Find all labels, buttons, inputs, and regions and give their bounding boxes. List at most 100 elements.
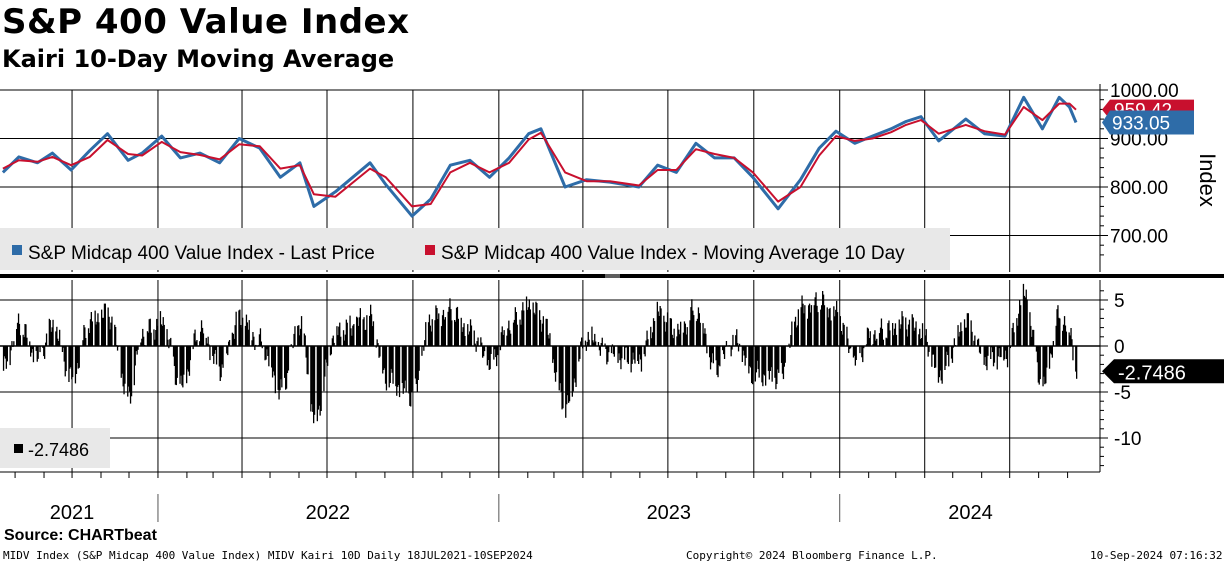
kairi-bar — [441, 315, 444, 346]
kairi-bar — [514, 307, 516, 346]
kairi-bar — [408, 346, 410, 394]
kairi-bar — [842, 322, 844, 346]
kairi-bar — [480, 337, 482, 346]
kairi-bar — [495, 346, 497, 358]
kairi-bar — [900, 324, 902, 346]
legend-swatch — [425, 245, 435, 255]
kairi-bar — [767, 346, 770, 371]
kairi-bar — [539, 319, 542, 346]
kairi-bar — [539, 310, 541, 346]
kairi-bar — [74, 346, 77, 384]
kairi-bar — [212, 346, 214, 356]
kairi-bar — [175, 346, 177, 386]
kairi-bar — [645, 340, 647, 346]
kairi-bar — [200, 320, 203, 346]
kairi-bar — [188, 346, 191, 376]
kairi-bar — [411, 346, 413, 392]
kairi-bar — [634, 346, 636, 364]
kairi-bar — [245, 314, 248, 346]
kairi-bar — [330, 346, 332, 355]
kairi-bar — [673, 328, 675, 346]
kairi-bar — [329, 346, 332, 356]
kairi-bar — [778, 346, 780, 373]
kairi-bar — [774, 346, 776, 378]
kairi-bar — [542, 316, 544, 346]
kairi-bar — [751, 346, 754, 385]
kairi-bar — [405, 346, 407, 393]
kairi-bar — [63, 346, 65, 362]
legend-label: S&P Midcap 400 Value Index - Last Price — [28, 243, 375, 264]
kairi-bar — [1043, 346, 1045, 377]
kairi-bar — [905, 317, 907, 346]
kairi-bar — [834, 316, 836, 346]
kairi-bar — [205, 337, 207, 346]
kairi-bar — [939, 346, 941, 371]
kairi-bar — [470, 325, 473, 346]
kairi-bar — [718, 346, 720, 366]
kairi-bar — [686, 327, 688, 346]
kairi-bar — [278, 346, 280, 400]
kairi-bar — [516, 324, 518, 346]
kairi-bar — [593, 342, 595, 346]
kairi-bar — [494, 346, 496, 350]
kairi-bar — [951, 346, 954, 363]
kairi-bar — [338, 326, 340, 346]
kairi-bar — [427, 322, 430, 346]
kairi-bar — [947, 346, 949, 355]
kairi-bar — [865, 344, 868, 346]
kairi-bar — [303, 333, 305, 346]
kairi-bar — [627, 346, 629, 364]
kairi-bar — [732, 334, 734, 346]
kairi-bar — [284, 346, 286, 378]
kairi-bar — [331, 338, 333, 346]
kairi-bar — [359, 308, 361, 346]
kairi-bar — [173, 346, 176, 366]
chart-subtitle: Kairi 10-Day Moving Average — [2, 45, 395, 73]
kairi-bar — [605, 346, 607, 349]
kairi-bar — [594, 333, 596, 346]
kairi-bar — [1006, 346, 1009, 368]
kairi-bar — [358, 317, 361, 346]
kairi-bar — [384, 346, 387, 384]
kairi-bar — [121, 346, 123, 374]
kairi-bar — [97, 313, 99, 346]
kairi-bar — [187, 346, 190, 372]
kairi-bar — [625, 346, 628, 348]
kairi-bar — [398, 346, 401, 398]
kairi-bar — [254, 346, 256, 350]
kairi-bar — [304, 335, 306, 346]
kairi-bar — [710, 346, 713, 363]
kairi-bar — [398, 346, 400, 385]
kairi-bar — [77, 346, 79, 369]
kairi-bar — [703, 333, 705, 346]
kairi-bar — [116, 346, 119, 351]
kairi-bar — [840, 331, 842, 346]
kairi-bar — [312, 346, 314, 412]
kairi-bar — [881, 328, 883, 346]
kairi-bar — [353, 324, 355, 346]
kairi-bar — [638, 346, 640, 364]
kairi-bar — [950, 346, 953, 359]
kairi-bar — [1072, 346, 1074, 361]
kairi-bar — [114, 324, 116, 346]
kairi-bar — [3, 346, 6, 357]
x-tick-label: 2023 — [647, 502, 692, 524]
kairi-bar — [815, 292, 817, 346]
kairi-bar — [206, 343, 208, 346]
kairi-bar — [384, 346, 386, 369]
kairi-bar — [784, 346, 786, 363]
kairi-bar — [6, 346, 8, 362]
kairi-bar — [677, 323, 679, 346]
kairi-bar — [447, 311, 449, 346]
y-tick-label: 5 — [1114, 291, 1125, 312]
kairi-bar — [149, 318, 151, 346]
kairi-bar — [914, 327, 916, 346]
kairi-bar — [523, 310, 525, 346]
kairi-bar — [554, 346, 557, 382]
kairi-bar — [133, 346, 135, 386]
kairi-bar — [775, 346, 777, 390]
kairi-bar — [174, 346, 177, 385]
kairi-bar — [163, 324, 165, 346]
kairi-bar — [919, 328, 921, 346]
kairi-bar — [231, 332, 233, 346]
